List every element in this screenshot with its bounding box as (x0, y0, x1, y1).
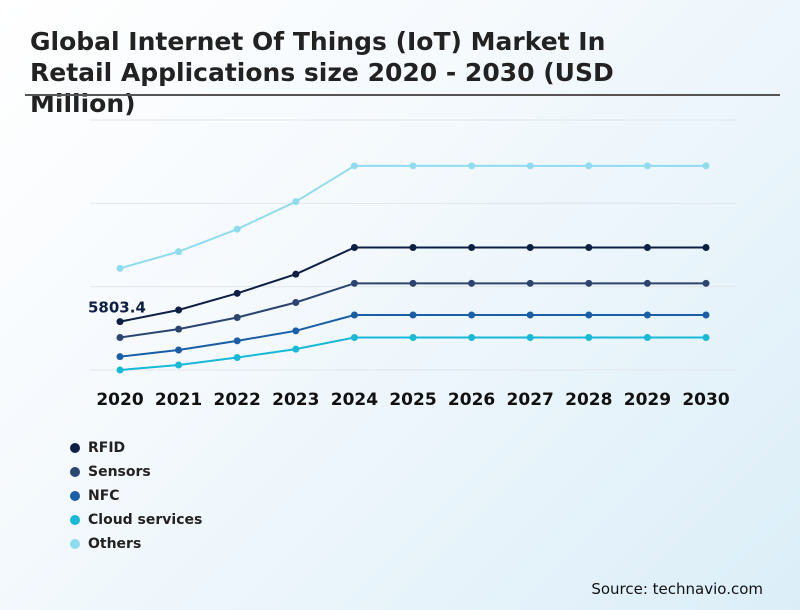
data-point (526, 334, 534, 341)
data-point (350, 279, 358, 287)
data-point (585, 279, 593, 287)
data-point (292, 327, 300, 335)
data-point (233, 314, 241, 321)
data-point (643, 244, 651, 251)
legend-label: Sensors (88, 464, 151, 480)
data-point (409, 279, 417, 287)
data-point (702, 311, 710, 319)
data-point (409, 162, 417, 170)
legend-label: RFID (88, 440, 126, 456)
legend-item: Cloud services (70, 508, 202, 532)
data-point (116, 334, 124, 341)
data-point (233, 289, 241, 297)
x-tick-label: 2022 (214, 390, 261, 410)
series-line (119, 336, 706, 371)
data-point (292, 198, 300, 206)
x-tick-label: 2029 (624, 390, 671, 410)
data-point (350, 334, 358, 341)
data-point (468, 311, 476, 319)
legend-marker (70, 491, 80, 501)
title-divider (25, 94, 780, 96)
data-point (409, 244, 417, 251)
x-tick-label: 2020 (96, 390, 143, 410)
data-point (526, 244, 534, 251)
data-point (526, 279, 534, 287)
legend-item: NFC (70, 484, 202, 508)
x-tick-label: 2028 (565, 390, 612, 410)
source-note: Source: technavio.com (591, 580, 763, 598)
data-point (233, 354, 241, 361)
legend-marker (70, 539, 80, 549)
data-point (350, 244, 358, 251)
data-point (526, 162, 534, 170)
legend-marker (70, 443, 80, 453)
data-point (585, 311, 593, 319)
data-point (468, 334, 476, 341)
x-tick-label: 2021 (155, 390, 202, 410)
data-point (468, 162, 476, 170)
data-point (585, 244, 593, 251)
data-point (292, 299, 300, 306)
data-point (702, 334, 710, 341)
legend-marker (70, 467, 80, 477)
data-point (116, 366, 124, 374)
x-tick-label: 2025 (389, 390, 436, 410)
data-point (643, 311, 651, 319)
series-line (119, 164, 706, 270)
data-point (175, 346, 183, 354)
legend-label: Cloud services (88, 512, 203, 528)
data-point (233, 337, 241, 345)
data-point (643, 334, 651, 341)
data-point (702, 162, 710, 170)
data-point (468, 244, 476, 251)
legend-item: Sensors (70, 460, 202, 484)
legend-label: Others (88, 536, 142, 552)
x-tick-label: 2027 (507, 390, 554, 410)
data-point (175, 306, 183, 314)
data-point (643, 162, 651, 170)
data-point (409, 334, 417, 341)
data-point (292, 345, 300, 353)
data-point (585, 162, 593, 170)
x-tick-label: 2024 (331, 390, 378, 410)
data-point (585, 334, 593, 341)
data-point (116, 264, 124, 272)
data-point (175, 325, 183, 333)
data-point (526, 311, 534, 319)
legend-item: RFID (70, 436, 202, 460)
series-line (119, 282, 706, 339)
x-tick-label: 2026 (448, 390, 495, 410)
legend-label: NFC (88, 488, 120, 504)
data-point (233, 225, 241, 233)
data-point (350, 162, 358, 170)
data-point (643, 279, 651, 287)
legend-item: Others (70, 532, 202, 556)
x-tick-label: 2030 (682, 390, 729, 410)
data-point (350, 311, 358, 319)
data-point (409, 311, 417, 319)
chart-legend: RFID Sensors NFC Cloud services Others (70, 436, 202, 556)
data-point (175, 248, 183, 256)
legend-marker (70, 515, 80, 525)
data-point (702, 279, 710, 287)
data-point (468, 279, 476, 287)
data-point (702, 244, 710, 251)
data-point (116, 353, 124, 361)
data-point (116, 318, 124, 326)
data-point (175, 361, 183, 369)
data-label: 5803.4 (88, 299, 146, 317)
data-point (292, 270, 300, 278)
chart-title: Global Internet Of Things (IoT) Market I… (30, 27, 614, 118)
x-tick-label: 2023 (272, 390, 319, 410)
